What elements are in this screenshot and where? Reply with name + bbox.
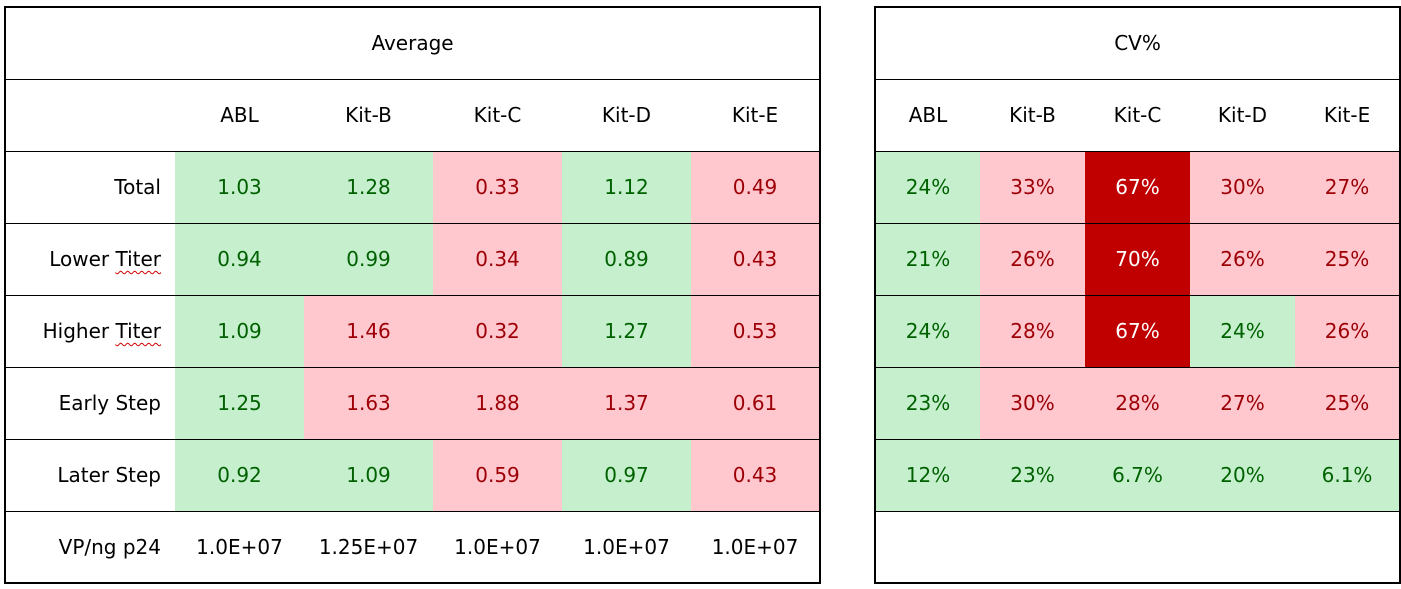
column-header: ABL	[875, 79, 980, 152]
row-label: Later Step	[5, 439, 175, 512]
cv-cell: 23%	[875, 367, 980, 440]
row-label: VP/ng p24	[58, 534, 161, 559]
cv-cell: 28%	[980, 295, 1085, 368]
cv-cell: 26%	[980, 223, 1085, 296]
row-label-prefix: Lower	[49, 247, 116, 271]
cv-cell: 25%	[1295, 223, 1401, 296]
footer-cell: 1.25E+07	[318, 534, 419, 559]
cv-cell: 70%	[1085, 223, 1190, 296]
data-cell: 0.92	[175, 439, 304, 512]
average-title: Average	[5, 7, 821, 80]
column-header: Kit-B	[304, 79, 433, 152]
data-cell: 1.63	[304, 367, 433, 440]
column-header: Kit-E	[1295, 79, 1401, 152]
data-cell: 0.99	[304, 223, 433, 296]
cv-cell: 30%	[980, 367, 1085, 440]
data-cell: 0.89	[562, 223, 691, 296]
cv-cell: 27%	[1295, 151, 1401, 224]
table-row: Later Step 0.92 1.09 0.59 0.97 0.43	[5, 439, 821, 512]
table-row: 23% 30% 28% 27% 25%	[875, 367, 1401, 440]
average-table: Average ABL Kit-B Kit-C Kit-D Kit-E Tota…	[4, 6, 822, 584]
data-cell: 0.94	[175, 223, 304, 296]
row-label: Higher Titer	[5, 295, 175, 368]
cv-cell: 26%	[1295, 295, 1401, 368]
data-cell: 0.33	[433, 151, 562, 224]
data-cell: 1.28	[304, 151, 433, 224]
footer-cell: 1.0E+07	[454, 534, 541, 559]
cv-cell: 6.1%	[1295, 439, 1401, 512]
cv-cell: 24%	[875, 151, 980, 224]
data-cell: 0.32	[433, 295, 562, 368]
data-cell: 1.27	[562, 295, 691, 368]
data-cell: 0.43	[691, 223, 821, 296]
column-header: Kit-C	[1085, 79, 1190, 152]
column-header: Kit-E	[691, 79, 821, 152]
table-row: 12% 23% 6.7% 20% 6.1%	[875, 439, 1401, 512]
cv-cell: 12%	[875, 439, 980, 512]
data-cell: 0.59	[433, 439, 562, 512]
cv-cell: 67%	[1085, 151, 1190, 224]
cv-cell: 25%	[1295, 367, 1401, 440]
table-row: Total 1.03 1.28 0.33 1.12 0.49	[5, 151, 821, 224]
data-cell: 0.97	[562, 439, 691, 512]
table-row: 24% 33% 67% 30% 27%	[875, 151, 1401, 224]
data-cell: 1.09	[175, 295, 304, 368]
data-cell: 1.37	[562, 367, 691, 440]
row-label-prefix: Higher	[42, 319, 116, 343]
cv-title-row: CV%	[875, 7, 1401, 80]
cv-cell: 23%	[980, 439, 1085, 512]
data-cell: 0.43	[691, 439, 821, 512]
cv-cell: 26%	[1190, 223, 1295, 296]
data-cell: 0.34	[433, 223, 562, 296]
data-cell: 0.61	[691, 367, 821, 440]
cv-cell: 67%	[1085, 295, 1190, 368]
cv-cell: 27%	[1190, 367, 1295, 440]
column-header: Kit-C	[433, 79, 562, 152]
cv-cell: 21%	[875, 223, 980, 296]
row-label: Total	[5, 151, 175, 224]
spell-flagged-word: Titer	[115, 319, 161, 343]
cv-column-header-row: ABL Kit-B Kit-C Kit-D Kit-E	[875, 79, 1401, 152]
column-header: ABL	[175, 79, 304, 152]
footer-cell: 1.0E+07	[711, 534, 799, 559]
cv-cell: 6.7%	[1085, 439, 1190, 512]
average-column-header-row: ABL Kit-B Kit-C Kit-D Kit-E	[5, 79, 821, 152]
cv-cell: 30%	[1190, 151, 1295, 224]
column-header: Kit-D	[1190, 79, 1295, 152]
row-label: Early Step	[5, 367, 175, 440]
footer-row: VP/ng p24 1.0E+07 1.25E+07 1.0E+07 1.0E+…	[5, 511, 820, 583]
data-cell: 1.88	[433, 367, 562, 440]
table-row: Early Step 1.25 1.63 1.88 1.37 0.61	[5, 367, 821, 440]
row-label-header	[5, 79, 175, 152]
cv-title: CV%	[875, 7, 1401, 80]
data-cell: 0.49	[691, 151, 821, 224]
table-row: 21% 26% 70% 26% 25%	[875, 223, 1401, 296]
data-cell: 1.25	[175, 367, 304, 440]
table-row: Lower Titer 0.94 0.99 0.34 0.89 0.43	[5, 223, 821, 296]
footer-cell: 1.0E+07	[583, 534, 670, 559]
cv-cell: 24%	[875, 295, 980, 368]
data-cell: 1.12	[562, 151, 691, 224]
cv-cell: 20%	[1190, 439, 1295, 512]
cv-empty-footer-row	[875, 511, 1400, 583]
data-cell: 0.53	[691, 295, 821, 368]
column-header: Kit-B	[980, 79, 1085, 152]
row-label: Lower Titer	[5, 223, 175, 296]
cv-table: CV% ABL Kit-B Kit-C Kit-D Kit-E 24% 33% …	[874, 6, 1401, 584]
data-cell: 1.46	[304, 295, 433, 368]
data-cell: 1.03	[175, 151, 304, 224]
cv-cell: 33%	[980, 151, 1085, 224]
table-row: 24% 28% 67% 24% 26%	[875, 295, 1401, 368]
cv-cell: 28%	[1085, 367, 1190, 440]
table-row: Higher Titer 1.09 1.46 0.32 1.27 0.53	[5, 295, 821, 368]
column-header: Kit-D	[562, 79, 691, 152]
footer-cell: 1.0E+07	[196, 534, 283, 559]
data-cell: 1.09	[304, 439, 433, 512]
average-title-row: Average	[5, 7, 821, 80]
cv-cell: 24%	[1190, 295, 1295, 368]
empty-cell	[875, 511, 1400, 583]
spell-flagged-word: Titer	[115, 247, 161, 271]
